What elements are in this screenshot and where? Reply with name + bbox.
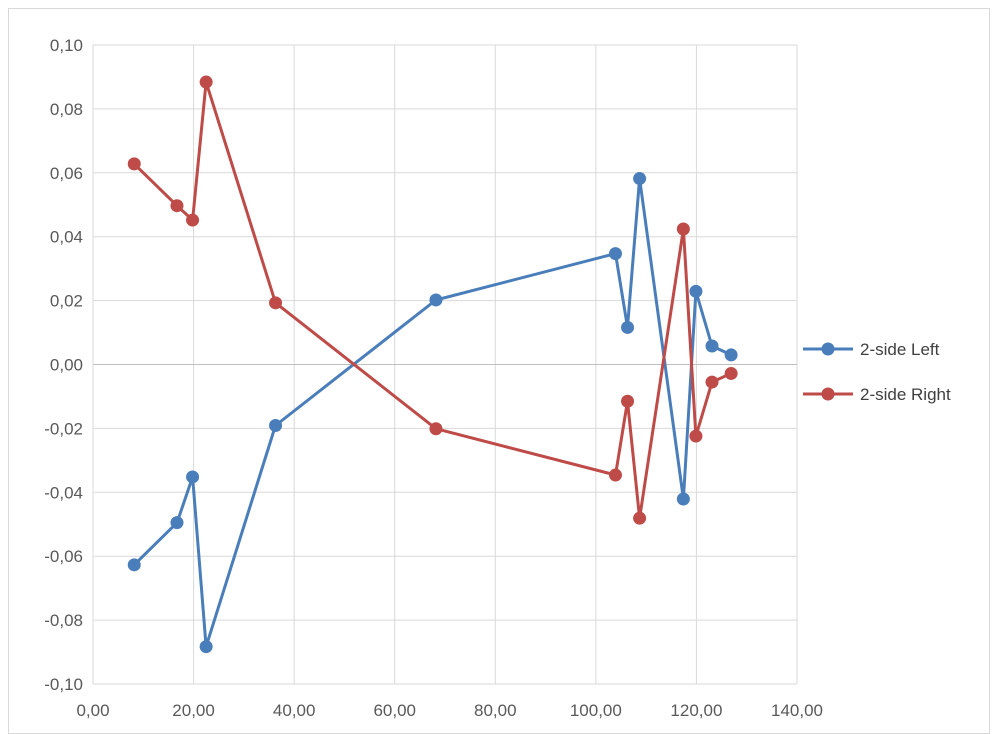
data-point xyxy=(269,419,283,433)
data-point xyxy=(724,348,738,362)
y-tick-label: -0,04 xyxy=(44,483,83,502)
data-point xyxy=(621,394,635,408)
y-tick-label: 0,00 xyxy=(50,356,83,375)
y-tick-label: 0,10 xyxy=(50,36,83,55)
y-tick-label: 0,02 xyxy=(50,292,83,311)
y-tick-label: -0,10 xyxy=(44,675,83,694)
chart-area xyxy=(8,8,990,734)
series-layer xyxy=(127,75,738,654)
data-point xyxy=(676,492,690,506)
x-tick-label: 20,00 xyxy=(172,701,215,720)
data-point xyxy=(170,199,184,213)
x-tick-label: 40,00 xyxy=(273,701,316,720)
data-point xyxy=(429,422,443,436)
data-point xyxy=(705,339,719,353)
y-tick-label: -0,06 xyxy=(44,547,83,566)
legend-label: 2-side Right xyxy=(860,385,951,404)
data-point xyxy=(429,293,443,307)
data-point xyxy=(621,320,635,334)
data-point xyxy=(724,366,738,380)
gridlines xyxy=(92,44,798,685)
x-tick-label: 100,00 xyxy=(570,701,622,720)
data-point xyxy=(705,375,719,389)
legend-label: 2-side Left xyxy=(860,340,940,359)
data-point xyxy=(199,75,213,89)
y-tick-label: 0,04 xyxy=(50,228,83,247)
y-tick-label: -0,02 xyxy=(44,419,83,438)
legend-marker xyxy=(821,342,835,356)
data-point xyxy=(127,558,141,572)
x-tick-label: 140,00 xyxy=(771,701,823,720)
data-point xyxy=(676,222,690,236)
data-point xyxy=(199,640,213,654)
legend-marker xyxy=(821,387,835,401)
legend: 2-side Left 2-side Right xyxy=(803,340,951,404)
y-tick-label: 0,08 xyxy=(50,100,83,119)
data-point xyxy=(170,516,184,530)
x-tick-label: 120,00 xyxy=(670,701,722,720)
y-tick-label: -0,08 xyxy=(44,611,83,630)
x-tick-label: 0,00 xyxy=(76,701,109,720)
data-point xyxy=(127,157,141,171)
data-point xyxy=(689,284,703,298)
data-point xyxy=(633,511,647,525)
data-point xyxy=(633,172,647,186)
tick-labels: 0,00 20,00 40,00 60,00 80,00 100,00 120,00 140,… xyxy=(44,36,823,720)
series-line-left xyxy=(133,177,732,649)
y-tick-label: 0,06 xyxy=(50,164,83,183)
data-point xyxy=(186,213,200,227)
data-point xyxy=(186,470,200,484)
data-point xyxy=(689,429,703,443)
data-point xyxy=(269,296,283,310)
data-point xyxy=(608,468,622,482)
data-point xyxy=(608,247,622,261)
x-tick-label: 60,00 xyxy=(373,701,416,720)
x-tick-label: 80,00 xyxy=(474,701,517,720)
